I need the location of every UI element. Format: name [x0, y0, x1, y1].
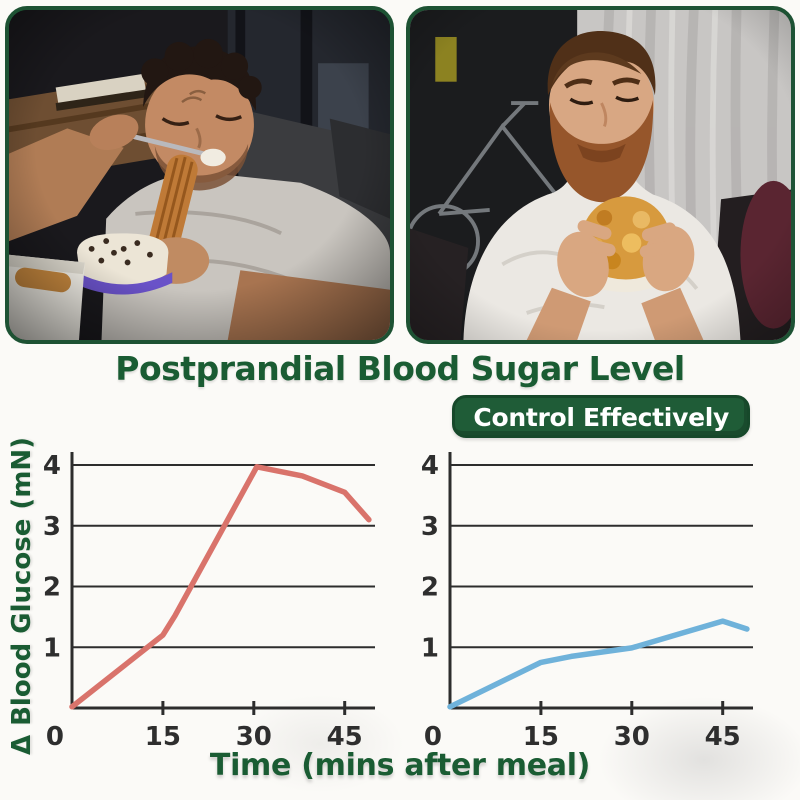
svg-text:1: 1 — [422, 633, 439, 663]
control-effectively-badge: Control Effectively — [452, 395, 750, 438]
svg-text:15: 15 — [145, 722, 181, 748]
y-axis-label: Δ Blood Glucose (mN) — [7, 436, 38, 756]
svg-text:4: 4 — [422, 451, 439, 481]
svg-text:1: 1 — [44, 633, 61, 663]
photo-row — [0, 0, 800, 344]
charts-row: Δ Blood Glucose (mN) 0 1 2 3 4 15 30 45 0 1 2 3 4 15… — [0, 437, 800, 755]
page-title: Postprandial Blood Sugar Level — [115, 349, 685, 388]
line-chart-svg: 0 1 2 3 4 15 30 45 — [421, 451, 753, 752]
svg-text:0: 0 — [46, 722, 64, 748]
svg-text:2: 2 — [44, 573, 61, 603]
chart-right: 0 1 2 3 4 15 30 45 — [421, 444, 800, 752]
svg-text:0: 0 — [424, 722, 442, 748]
line-chart-svg: 0 1 2 3 4 15 30 45 — [43, 451, 375, 752]
svg-text:4: 4 — [44, 451, 61, 481]
svg-text:30: 30 — [614, 722, 650, 748]
svg-text:30: 30 — [236, 722, 272, 748]
photo-right — [406, 6, 795, 344]
svg-text:45: 45 — [705, 722, 741, 748]
y-axis-label-container: Δ Blood Glucose (mN) — [0, 437, 44, 755]
svg-text:15: 15 — [523, 722, 559, 748]
photo-left-illustration — [9, 10, 390, 340]
badge-row: Control Effectively — [0, 388, 800, 438]
photo-left — [5, 6, 394, 344]
chart-left: 0 1 2 3 4 15 30 45 — [43, 444, 422, 752]
photo-right-illustration — [410, 10, 791, 340]
svg-text:45: 45 — [327, 722, 363, 748]
x-axis-label: Time (mins after meal) — [209, 748, 591, 783]
svg-text:3: 3 — [44, 512, 61, 542]
svg-text:2: 2 — [422, 573, 439, 603]
svg-text:3: 3 — [422, 512, 439, 542]
